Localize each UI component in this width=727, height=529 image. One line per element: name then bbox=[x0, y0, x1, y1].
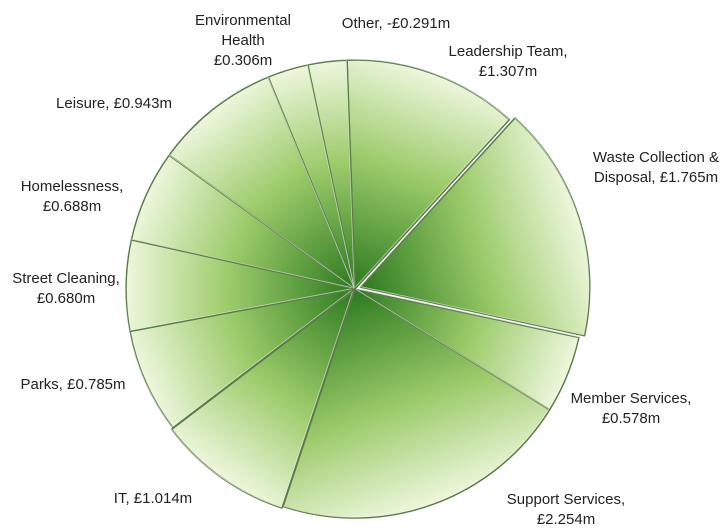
data-label-line: Waste Collection & bbox=[593, 149, 719, 166]
data-label-line: Member Services, bbox=[571, 390, 692, 407]
data-label-line: £2.254m bbox=[537, 511, 595, 528]
pie-slice-highlight bbox=[281, 287, 550, 518]
pie-slice-highlight bbox=[345, 58, 510, 290]
data-label-line: Disposal, £1.765m bbox=[594, 169, 718, 186]
data-label-line: IT, £1.014m bbox=[114, 490, 192, 507]
pie-slice-support-services bbox=[282, 288, 551, 519]
data-label-homelessness: Homelessness, £0.688m bbox=[21, 178, 124, 215]
data-label-line: £0.578m bbox=[602, 410, 660, 427]
data-label-line: Other, -£0.291m bbox=[342, 15, 450, 32]
data-label-line: £0.688m bbox=[43, 198, 101, 215]
data-label-leisure: Leisure, £0.943m bbox=[56, 95, 172, 112]
pie-slice-highlight bbox=[306, 58, 355, 289]
data-label-other: Other, -£0.291m bbox=[342, 15, 450, 32]
data-label-line: Street Cleaning, bbox=[12, 270, 120, 287]
data-label-line: Health bbox=[221, 32, 264, 49]
data-label-leadership-team: Leadership Team, £1.307m bbox=[449, 43, 568, 80]
data-label-line: £0.306m bbox=[214, 52, 272, 69]
data-label-line: Environmental bbox=[195, 12, 291, 29]
data-label-line: Parks, £0.785m bbox=[20, 376, 125, 393]
pie-slice-other bbox=[307, 59, 356, 290]
pie-slice-highlight bbox=[128, 287, 355, 428]
data-label-line: £0.680m bbox=[37, 290, 95, 307]
data-label-line: Leisure, £0.943m bbox=[56, 95, 172, 112]
data-label-line: £1.307m bbox=[479, 63, 537, 80]
data-label-it: IT, £1.014m bbox=[114, 490, 192, 507]
pie-labels: Leadership Team, £1.307m Waste Collection … bbox=[12, 12, 719, 528]
pie-slice-highlight bbox=[167, 75, 356, 290]
data-label-line: Homelessness, bbox=[21, 178, 124, 195]
pie-slice-highlight bbox=[359, 116, 590, 336]
data-label-line: Leadership Team, bbox=[449, 43, 568, 60]
data-label-parks: Parks, £0.785m bbox=[20, 376, 125, 393]
pie-slice-leisure bbox=[168, 76, 356, 290]
data-label-street-cleaning: Street Cleaning, £0.680m bbox=[12, 270, 120, 307]
data-label-line: Support Services, bbox=[507, 491, 625, 508]
pie-slice-highlight bbox=[170, 288, 354, 508]
data-label-support-services: Support Services, £2.254m bbox=[507, 491, 625, 528]
pie-slices bbox=[124, 58, 591, 519]
data-label-waste-collection-disposal: Waste Collection & Disposal, £1.765m bbox=[593, 149, 719, 186]
data-label-environmental-health: Environmental Health £0.306m bbox=[195, 12, 291, 69]
data-label-member-services: Member Services, £0.578m bbox=[571, 390, 692, 427]
